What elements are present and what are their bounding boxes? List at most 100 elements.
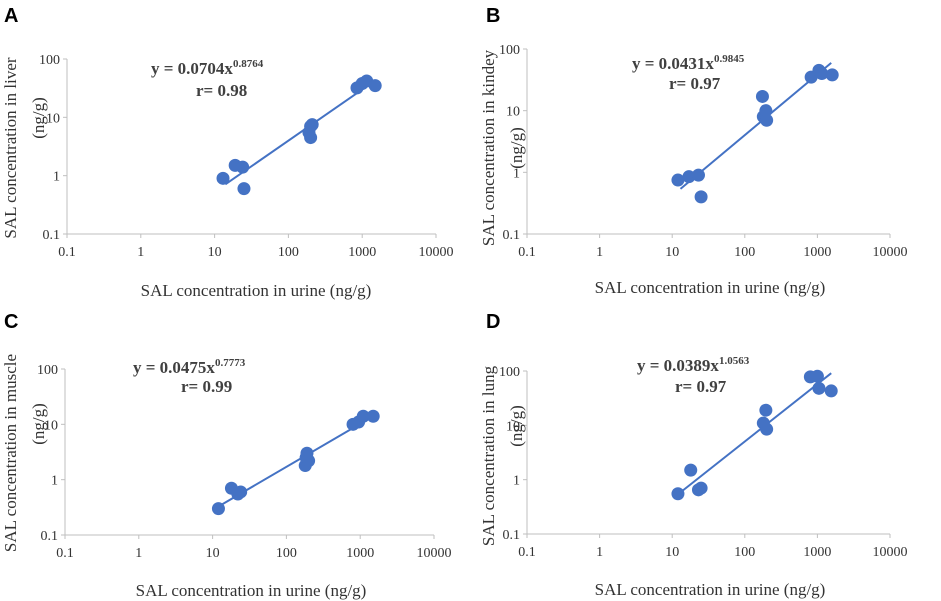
chart-panel-c: C 0.1 1 10 100 1000 10000 0.1 1 10 100 SAL concentr… <box>0 306 470 601</box>
x-axis-title: SAL concentration in urine (ng/g) <box>595 278 826 297</box>
y-tick-label: 100 <box>499 365 520 380</box>
data-point <box>815 67 829 81</box>
x-tick-label: 10000 <box>417 546 452 561</box>
correlation-r: r= 0.98 <box>196 81 247 100</box>
chart-svg: A 0.1 1 10 100 1000 10000 0.1 1 10 100 SAL concentr… <box>1 5 454 300</box>
fit-equation-base: y = 0.0475x <box>133 358 215 377</box>
y-axis-title: SAL concentration in muscle <box>1 354 20 552</box>
x-tick-label: 10 <box>665 545 679 560</box>
correlation-r: r= 0.97 <box>675 377 727 396</box>
chart-svg: C 0.1 1 10 100 1000 10000 0.1 1 10 100 SAL concentr… <box>1 311 452 600</box>
y-tick-label: 1 <box>513 474 520 489</box>
data-point <box>211 502 225 516</box>
data-point <box>810 369 824 383</box>
fit-equation-exponent: 1.0563 <box>719 355 750 367</box>
data-point <box>234 485 248 499</box>
chart-panel-a: A 0.1 1 10 100 1000 10000 0.1 1 10 100 SAL concentr… <box>0 0 470 300</box>
panel-letter: D <box>486 311 500 333</box>
data-point <box>305 118 319 132</box>
y-tick-label: 10 <box>506 419 520 434</box>
data-point <box>759 104 773 118</box>
data-point <box>671 173 685 187</box>
x-tick-label: 10 <box>206 546 220 561</box>
fit-equation: y = 0.0475x0.7773 <box>133 357 246 377</box>
correlation-r: r= 0.99 <box>181 377 232 396</box>
data-point <box>812 381 826 395</box>
y-tick-label: 10 <box>506 105 520 120</box>
fit-equation-base: y = 0.0431x <box>632 54 714 73</box>
data-point <box>760 113 774 127</box>
x-tick-label: 1000 <box>803 245 831 260</box>
data-point <box>302 454 316 468</box>
correlation-r: r= 0.97 <box>669 74 721 93</box>
fit-equation-exponent: 0.7773 <box>215 357 246 369</box>
y-tick-label: 100 <box>39 53 60 68</box>
data-point <box>671 487 685 501</box>
data-point <box>694 481 708 495</box>
x-tick-label: 0.1 <box>56 546 74 561</box>
x-tick-label: 0.1 <box>518 545 536 560</box>
x-tick-label: 10 <box>208 245 222 260</box>
panel-letter: B <box>486 5 500 27</box>
x-tick-label: 100 <box>734 545 755 560</box>
y-axis-unit: (ng/g) <box>29 403 48 445</box>
y-axis-unit: (ng/g) <box>507 405 526 447</box>
trendline <box>679 62 832 190</box>
y-axis-title: SAL concentration in kindey <box>479 49 498 246</box>
y-axis-title: SAL concentration in lung <box>479 365 498 546</box>
x-axis-title: SAL concentration in urine (ng/g) <box>136 581 367 600</box>
x-tick-label: 100 <box>278 245 299 260</box>
x-tick-label: 1 <box>137 245 144 260</box>
x-tick-label: 10000 <box>873 245 908 260</box>
data-point <box>236 160 250 174</box>
y-tick-label: 10 <box>44 418 58 433</box>
data-point <box>304 131 318 145</box>
x-tick-label: 0.1 <box>58 245 76 260</box>
data-point <box>691 168 705 182</box>
chart-panel-b: B 0.1 1 10 100 1000 10000 0.1 1 10 100 SAL concentr… <box>470 0 941 300</box>
data-point <box>759 403 773 417</box>
data-point <box>684 463 698 477</box>
y-tick-label: 0.1 <box>43 228 61 243</box>
data-point <box>825 68 839 82</box>
x-tick-label: 100 <box>734 245 755 260</box>
data-point <box>682 170 696 184</box>
x-tick-label: 1000 <box>346 546 374 561</box>
x-axis-title: SAL concentration in urine (ng/g) <box>141 281 372 300</box>
x-tick-label: 10000 <box>873 545 908 560</box>
data-point <box>368 79 382 93</box>
data-point <box>760 422 774 436</box>
y-axis-title: SAL concentration in liver <box>1 57 20 238</box>
x-tick-label: 1 <box>596 245 603 260</box>
data-point <box>824 384 838 398</box>
panel-letter: A <box>4 5 18 27</box>
y-tick-label: 0.1 <box>503 528 521 543</box>
data-point <box>237 182 251 196</box>
y-tick-label: 0.1 <box>503 228 521 243</box>
trendline <box>682 372 832 492</box>
data-point <box>356 409 370 423</box>
y-axis-unit: (ng/g) <box>29 97 48 139</box>
y-axis-unit: (ng/g) <box>507 127 526 169</box>
fit-equation-base: y = 0.0704x <box>151 59 233 78</box>
fit-equation-exponent: 0.8764 <box>233 58 264 70</box>
x-tick-label: 1 <box>135 546 142 561</box>
x-tick-label: 100 <box>276 546 297 561</box>
y-tick-label: 1 <box>513 166 520 181</box>
y-tick-label: 1 <box>51 474 58 489</box>
panel-letter: C <box>4 311 18 333</box>
trendline <box>224 81 374 186</box>
x-tick-label: 10 <box>665 245 679 260</box>
x-axis-title: SAL concentration in urine (ng/g) <box>595 580 826 599</box>
data-point <box>694 190 708 204</box>
y-tick-label: 10 <box>46 111 60 126</box>
x-tick-label: 1000 <box>348 245 376 260</box>
y-tick-label: 100 <box>499 43 520 58</box>
x-tick-label: 10000 <box>419 245 454 260</box>
chart-panel-d: D 0.1 1 10 100 1000 10000 0.1 1 10 100 SAL concentr… <box>470 306 941 601</box>
x-tick-label: 0.1 <box>518 245 536 260</box>
x-tick-label: 1 <box>596 545 603 560</box>
data-point <box>755 89 769 103</box>
